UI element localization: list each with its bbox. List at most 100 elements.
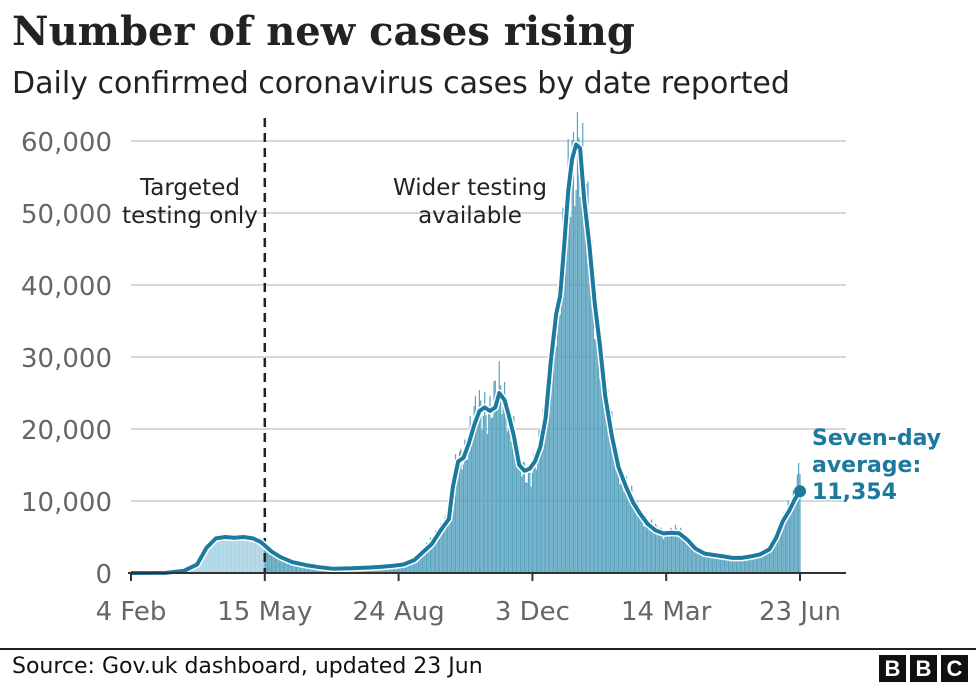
y-axis: 0 10,000 20,000 30,000 40,000 50,000 60,000 — [21, 128, 112, 590]
daily-bar — [439, 529, 441, 573]
daily-bar — [566, 190, 568, 573]
daily-bar — [775, 542, 777, 573]
daily-bar — [771, 544, 773, 573]
daily-bar — [786, 513, 788, 573]
daily-bar — [244, 537, 246, 573]
daily-bar — [398, 564, 400, 573]
daily-bar — [661, 533, 663, 573]
daily-bar — [417, 557, 420, 573]
daily-bar — [421, 551, 424, 573]
daily-bar — [252, 538, 254, 573]
daily-bar — [621, 471, 624, 573]
daily-bar — [640, 510, 642, 573]
daily-bar — [433, 537, 435, 573]
daily-bar — [506, 431, 508, 573]
daily-bar — [747, 554, 749, 573]
daily-bar — [498, 361, 500, 573]
daily-bar — [737, 558, 739, 573]
daily-bar — [213, 537, 216, 573]
daily-bar — [500, 385, 502, 573]
daily-bar — [628, 498, 630, 573]
daily-bar — [582, 122, 584, 573]
daily-bar — [277, 555, 279, 573]
daily-bar — [625, 476, 628, 573]
daily-bar — [303, 563, 306, 573]
x-axis: 4 Feb 15 May 24 Aug 3 Dec 14 Mar 23 Jun — [96, 572, 846, 627]
daily-bar — [270, 551, 273, 573]
daily-bar — [629, 491, 632, 573]
daily-bar — [644, 522, 646, 573]
daily-bar — [676, 528, 678, 573]
daily-bar — [465, 444, 467, 573]
daily-bar — [268, 548, 270, 573]
daily-bar — [651, 519, 653, 573]
daily-bar — [647, 523, 649, 573]
daily-bar — [205, 545, 208, 573]
daily-bar — [790, 510, 792, 573]
daily-bar — [505, 417, 507, 573]
daily-bar — [537, 443, 539, 573]
daily-bar — [731, 559, 734, 573]
daily-bar — [631, 485, 633, 573]
daily-bar — [757, 555, 759, 573]
daily-bar — [586, 183, 588, 574]
daily-bar — [269, 551, 271, 573]
daily-bar — [615, 451, 617, 573]
daily-bar — [407, 561, 409, 573]
daily-bar — [591, 239, 593, 573]
daily-bar — [599, 379, 601, 573]
daily-bar — [763, 548, 765, 573]
daily-bar — [258, 540, 261, 573]
daily-bar — [281, 557, 283, 573]
daily-bar — [723, 553, 726, 573]
daily-bar — [653, 530, 655, 573]
daily-bar — [662, 539, 665, 573]
daily-bar — [225, 536, 227, 573]
daily-bar — [413, 560, 416, 573]
daily-bar — [546, 405, 548, 573]
daily-bar — [204, 547, 206, 573]
daily-bar — [445, 514, 447, 573]
daily-bar — [575, 190, 577, 573]
daily-bar — [519, 465, 522, 573]
daily-bar — [290, 560, 292, 573]
daily-bar — [574, 206, 576, 573]
daily-bar — [554, 349, 556, 573]
daily-bar — [758, 552, 760, 573]
daily-bar — [285, 558, 287, 573]
daily-bar — [555, 346, 557, 573]
daily-bar — [649, 521, 651, 573]
daily-bar — [464, 439, 466, 573]
daily-bar — [424, 546, 426, 573]
daily-bar — [588, 256, 590, 573]
daily-bar — [580, 160, 583, 573]
daily-bar — [730, 558, 732, 573]
daily-bar — [515, 458, 518, 573]
daily-bar — [521, 476, 523, 573]
x-tick-label: 3 Dec — [495, 597, 570, 627]
y-tick-label: 30,000 — [21, 344, 112, 374]
daily-bar — [564, 250, 567, 573]
daily-bar — [518, 446, 520, 573]
daily-bar — [741, 558, 743, 573]
annotation-text: testing only — [122, 203, 258, 229]
daily-bar — [735, 559, 738, 573]
daily-bar — [266, 546, 269, 573]
daily-bar — [489, 395, 491, 573]
daily-bar — [246, 535, 249, 573]
daily-bar — [485, 415, 487, 573]
daily-bar — [209, 540, 212, 573]
daily-bar — [232, 537, 234, 573]
daily-bar — [627, 484, 629, 573]
daily-bar — [443, 528, 445, 573]
x-tick-label: 24 Aug — [353, 597, 445, 627]
daily-bar — [590, 274, 592, 573]
daily-bar — [458, 451, 461, 573]
daily-bar — [562, 207, 564, 573]
daily-bar — [201, 551, 204, 573]
x-tick-label: 15 May — [217, 597, 312, 627]
daily-bar — [436, 533, 438, 573]
daily-bar — [253, 537, 255, 573]
daily-bar — [293, 561, 295, 573]
